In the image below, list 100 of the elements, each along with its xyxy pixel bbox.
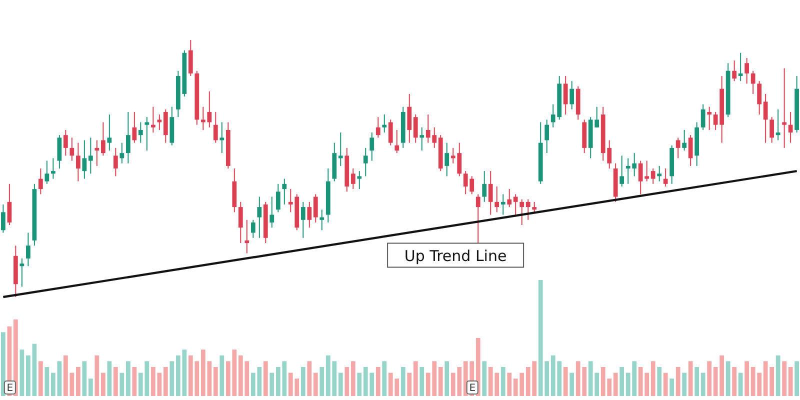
candlestick <box>476 194 480 244</box>
candlestick <box>132 111 137 144</box>
bar <box>94 355 100 396</box>
candlestick <box>526 198 530 220</box>
annotation: E <box>6 383 14 394</box>
bar <box>170 361 174 396</box>
candlestick <box>26 232 30 267</box>
candlestick <box>500 194 506 216</box>
bar <box>563 367 568 396</box>
bar <box>88 378 93 396</box>
candlestick <box>750 70 756 94</box>
bar <box>163 367 168 396</box>
candlestick <box>244 219 250 254</box>
candlestick <box>570 80 574 110</box>
candlestick <box>357 170 362 190</box>
candlestick <box>270 196 274 228</box>
candlestick <box>282 178 287 205</box>
candlestick <box>338 132 343 166</box>
bar <box>400 367 406 396</box>
bar <box>270 372 274 396</box>
candlestick <box>663 168 668 187</box>
candlestick <box>238 201 243 244</box>
candlestick <box>657 165 662 182</box>
bar <box>82 361 87 396</box>
bar <box>20 350 24 396</box>
bar <box>738 372 743 396</box>
bar <box>788 367 793 396</box>
candlestick <box>482 170 487 202</box>
bar <box>726 361 730 396</box>
bar <box>413 361 418 396</box>
candlestick <box>144 116 150 152</box>
candlestick <box>76 142 80 182</box>
candlestick <box>150 106 156 134</box>
bar <box>300 367 306 396</box>
candlestick <box>676 137 680 159</box>
candlestick <box>744 57 750 84</box>
bar <box>438 367 443 396</box>
candlestick <box>700 104 706 130</box>
candlestick <box>388 119 393 146</box>
candlestick <box>82 140 87 180</box>
bar <box>1 332 6 396</box>
bar <box>707 361 712 396</box>
bar <box>338 372 343 396</box>
candlestick <box>420 126 424 152</box>
annotation: E <box>469 383 476 394</box>
bar <box>776 355 780 396</box>
candlestick <box>688 134 693 166</box>
bar <box>44 367 50 396</box>
bar <box>444 361 450 396</box>
bar <box>357 372 362 396</box>
candlestick <box>770 116 774 144</box>
candlestick <box>707 106 712 130</box>
candlestick <box>350 168 356 190</box>
bar <box>107 361 112 396</box>
candlestick <box>650 168 656 184</box>
candlestick <box>88 137 93 174</box>
bar <box>38 361 43 396</box>
candlestick <box>407 93 412 144</box>
bar <box>782 361 786 396</box>
candlestick <box>157 114 162 130</box>
bar <box>100 372 106 396</box>
bar <box>676 367 680 396</box>
candlestick <box>376 116 380 138</box>
candlestick <box>544 119 550 154</box>
candlestick <box>220 122 224 154</box>
candlestick <box>120 142 124 164</box>
candlestick <box>532 201 537 213</box>
bar <box>482 361 487 396</box>
bar <box>113 367 118 396</box>
bar <box>507 372 512 396</box>
candlestick <box>213 111 218 144</box>
bar <box>620 367 624 396</box>
bar <box>682 372 687 396</box>
bar <box>613 372 618 396</box>
candlestick <box>307 201 312 228</box>
candlestick <box>126 111 130 164</box>
candlestick <box>94 140 100 166</box>
candlestick <box>488 170 493 216</box>
bar <box>376 367 380 396</box>
bar <box>744 361 750 396</box>
bar <box>650 361 656 396</box>
candlestick <box>513 194 518 216</box>
bar <box>700 372 706 396</box>
bar <box>126 361 130 396</box>
candlestick <box>320 209 324 231</box>
candlestick <box>1 204 6 234</box>
candlestick <box>363 147 368 177</box>
candlestick <box>776 108 780 141</box>
candlestick <box>732 60 737 82</box>
candlestick <box>276 183 280 213</box>
candlestick <box>520 198 524 226</box>
candlestick <box>394 129 400 154</box>
bar <box>220 355 224 396</box>
bar <box>570 372 574 396</box>
candlestick <box>563 75 568 116</box>
bar <box>688 361 693 396</box>
candlestick <box>100 122 106 156</box>
candlestick <box>738 52 743 82</box>
bar <box>307 361 312 396</box>
bar <box>794 361 799 396</box>
